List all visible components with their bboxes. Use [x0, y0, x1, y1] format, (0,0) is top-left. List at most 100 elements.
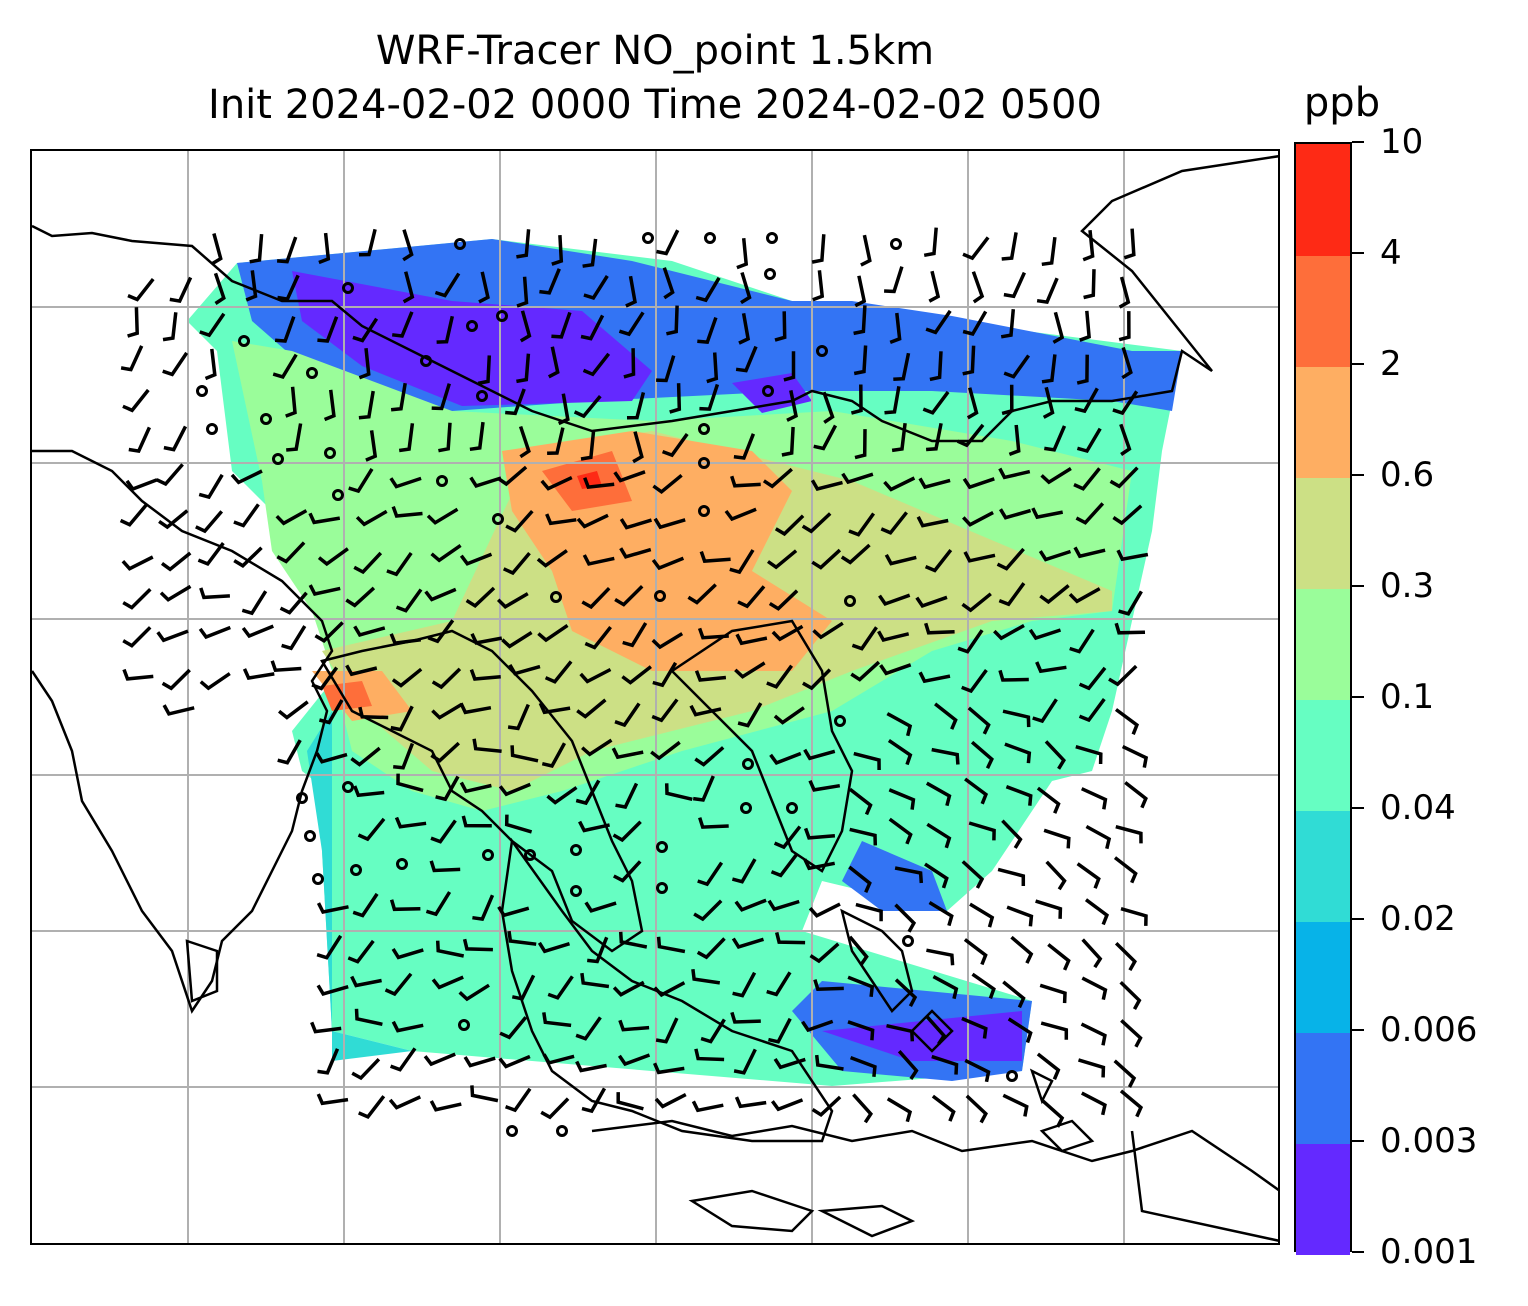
wind-barb: [472, 894, 495, 922]
wind-barb: [1080, 1022, 1107, 1046]
calm-wind-marker: [466, 320, 478, 332]
wind-barb: [854, 429, 867, 460]
wind-barb: [733, 433, 756, 460]
wind-barb: [310, 1021, 342, 1034]
wind-barb: [998, 508, 1032, 520]
wind-barb: [781, 426, 795, 457]
wind-barb: [808, 902, 841, 918]
calm-wind-marker: [458, 1019, 470, 1031]
coastline: [1130, 1130, 1278, 1242]
wind-barb: [498, 782, 531, 797]
wind-barb: [812, 621, 844, 640]
wind-barb: [963, 551, 996, 563]
wind-barb: [394, 816, 427, 829]
wind-barb: [1082, 230, 1095, 262]
wind-barb: [964, 1058, 991, 1083]
wind-barb: [502, 551, 531, 576]
wind-barb: [773, 1057, 806, 1070]
calm-wind-marker: [436, 475, 448, 487]
wind-barb: [163, 425, 188, 452]
wind-barb: [317, 1048, 340, 1075]
wind-barb: [611, 747, 644, 760]
wind-barb: [1010, 935, 1034, 964]
wind-barb: [386, 551, 413, 577]
wind-barb: [1119, 423, 1132, 456]
wind-barb: [650, 740, 681, 761]
wind-barb: [766, 664, 794, 689]
colorbar-tick-label: 0.006: [1380, 1010, 1478, 1050]
wind-barb: [390, 705, 414, 732]
wind-barb: [926, 948, 955, 966]
wind-barb: [580, 972, 610, 989]
wind-barb: [969, 902, 995, 928]
wind-barb: [308, 584, 341, 596]
wind-barb: [814, 1054, 844, 1071]
wind-barb: [358, 348, 371, 380]
wind-barb: [357, 817, 386, 842]
wind-barb: [435, 775, 460, 802]
colorbar-segment: [1296, 1032, 1350, 1144]
coastline: [670, 619, 854, 873]
wind-barb: [477, 355, 492, 386]
wind-barb: [162, 704, 195, 716]
wind-barb: [931, 1094, 956, 1122]
wind-barb: [438, 422, 452, 453]
wind-barb: [706, 352, 719, 384]
wind-barb: [894, 903, 917, 933]
wind-barb: [664, 783, 693, 802]
wind-barb: [849, 1055, 877, 1077]
coastlines: [32, 155, 1278, 1242]
calm-wind-marker: [332, 489, 344, 501]
wind-barb: [424, 587, 457, 602]
wind-barb: [122, 668, 154, 681]
wind-barb: [587, 936, 609, 964]
wind-barb: [1042, 386, 1055, 419]
calm-wind-marker: [454, 238, 466, 250]
calm-wind-marker: [304, 830, 316, 842]
tracer-concentration-field: [187, 239, 1182, 1086]
wind-barb: [732, 971, 757, 998]
wind-barb: [1123, 228, 1136, 260]
calm-wind-marker: [740, 802, 752, 814]
wind-barb: [430, 741, 460, 763]
wind-barb: [308, 512, 341, 525]
calm-wind-marker: [492, 513, 504, 525]
wind-barb: [813, 979, 844, 991]
wind-barb: [651, 632, 684, 650]
wind-barb: [1002, 709, 1031, 728]
wind-barb: [932, 975, 959, 1000]
colorbar-tick: [1352, 363, 1364, 365]
wind-barb: [358, 228, 377, 257]
wind-barb: [811, 1095, 842, 1117]
wind-barb: [581, 586, 611, 610]
colorbar-segment: [1296, 477, 1350, 589]
calm-wind-marker: [762, 385, 774, 397]
wind-barb: [768, 589, 799, 611]
wind-barb: [545, 513, 577, 526]
wind-barb: [735, 633, 768, 646]
calm-wind-marker: [834, 715, 846, 727]
wind-barb: [786, 390, 798, 422]
wind-barb: [352, 317, 379, 343]
wind-barb: [345, 664, 378, 677]
coastline: [1029, 1068, 1054, 1105]
colorbar-tick: [1352, 1140, 1364, 1142]
wind-barb: [669, 383, 682, 414]
wind-barb: [127, 307, 139, 338]
calm-wind-marker: [506, 1125, 518, 1137]
wind-barb: [354, 1008, 383, 1027]
calm-wind-marker: [396, 858, 408, 870]
wind-barb: [497, 905, 530, 918]
wind-barb: [803, 748, 836, 761]
colorbar-tick: [1352, 252, 1364, 254]
wind-barb: [1121, 346, 1133, 380]
wind-barb: [891, 422, 907, 453]
wind-barb: [431, 975, 464, 990]
wind-barb: [584, 626, 612, 650]
wind-barb: [358, 706, 389, 720]
calm-wind-marker: [350, 864, 362, 876]
wind-barb: [465, 586, 496, 608]
wind-barb: [1007, 1017, 1033, 1044]
wind-barb: [1119, 1089, 1144, 1118]
wind-barb: [162, 312, 178, 342]
